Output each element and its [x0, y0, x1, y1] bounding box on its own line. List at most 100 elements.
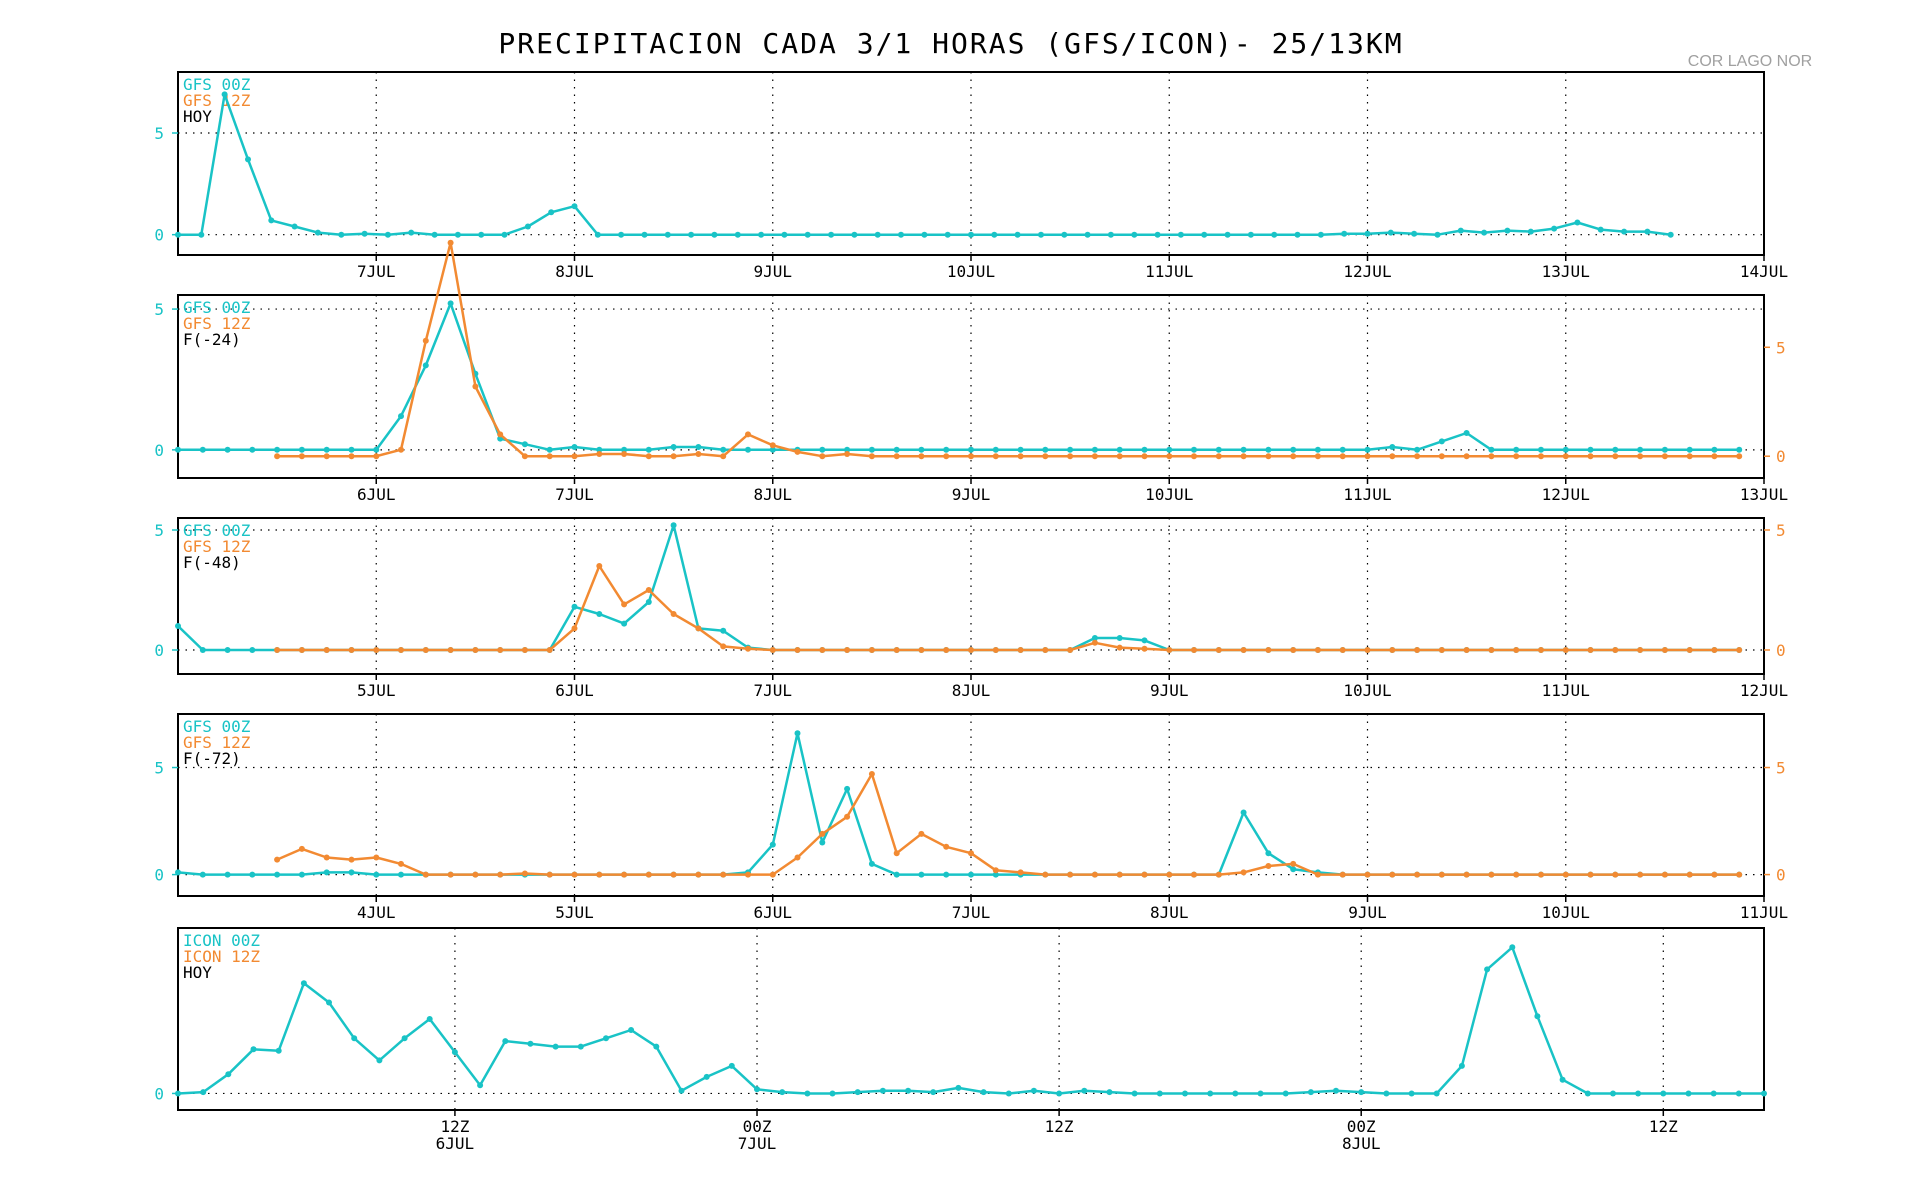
data-point: [1042, 453, 1049, 460]
data-point: [1389, 453, 1396, 460]
data-point: [1067, 453, 1074, 460]
data-point: [621, 871, 628, 878]
data-point: [175, 231, 181, 238]
x-tick-label-hour: 12Z: [440, 1117, 469, 1136]
data-point: [398, 413, 404, 420]
data-point: [431, 231, 438, 238]
x-tick-label: 4JUL: [357, 903, 396, 922]
data-point: [980, 1089, 987, 1096]
data-point: [1014, 231, 1021, 238]
data-point: [1686, 871, 1693, 878]
data-point: [819, 647, 826, 653]
data-point: [1191, 871, 1197, 878]
data-point: [521, 441, 528, 448]
data-point: [1265, 453, 1272, 460]
data-point: [794, 854, 801, 861]
data-point: [829, 1090, 836, 1097]
x-tick-label: 9JUL: [1150, 681, 1189, 700]
y-tick-label-right: 5: [1776, 759, 1786, 778]
x-tick-label: 7JUL: [555, 485, 594, 504]
data-point: [1597, 226, 1604, 233]
data-point: [918, 871, 925, 878]
data-point: [968, 871, 974, 878]
data-point: [1559, 1076, 1566, 1083]
data-point: [268, 217, 275, 224]
data-point: [1091, 871, 1098, 878]
x-tick-label: 13JUL: [1542, 262, 1590, 281]
data-point: [1247, 231, 1254, 238]
data-point: [992, 647, 999, 653]
data-point: [1637, 647, 1644, 653]
data-point: [527, 1040, 534, 1047]
data-point: [398, 647, 404, 653]
data-point: [804, 231, 811, 238]
legend-entry: ICON 00Z: [183, 931, 260, 950]
data-point: [992, 871, 999, 878]
data-point: [497, 871, 504, 878]
data-point: [274, 446, 281, 453]
data-point: [546, 453, 553, 460]
location-label: COR LAGO NOR: [1688, 53, 1812, 70]
data-point: [546, 446, 553, 453]
data-point: [1587, 453, 1594, 460]
data-point: [943, 446, 950, 453]
data-point: [478, 231, 485, 238]
data-point: [1017, 453, 1024, 460]
data-point: [1005, 1090, 1012, 1097]
data-point: [199, 647, 206, 653]
data-point: [1290, 647, 1297, 653]
data-point: [918, 647, 925, 653]
data-point: [918, 446, 925, 453]
data-point: [571, 625, 578, 632]
data-point: [769, 442, 776, 449]
series-line-gfs-00z: [178, 93, 1671, 236]
data-point: [844, 813, 851, 820]
data-point: [1116, 453, 1123, 460]
legend-entry: GFS 12Z: [183, 733, 251, 752]
data-point: [1191, 647, 1197, 653]
data-point: [1686, 647, 1693, 653]
data-point: [819, 839, 826, 846]
data-point: [1215, 871, 1222, 878]
data-point: [844, 446, 851, 453]
y-tick-label-left: 5: [154, 124, 164, 143]
data-point: [1314, 453, 1321, 460]
data-point: [968, 647, 974, 653]
data-point: [1141, 871, 1148, 878]
data-point: [1686, 446, 1693, 453]
data-point: [521, 453, 528, 460]
data-point: [477, 1082, 484, 1089]
data-point: [769, 871, 776, 878]
data-point: [1562, 453, 1569, 460]
data-point: [175, 446, 181, 453]
data-point: [1333, 1087, 1339, 1094]
data-point: [670, 611, 677, 617]
data-point: [348, 647, 355, 653]
data-point: [1414, 446, 1421, 453]
data-point: [898, 231, 904, 238]
data-point: [298, 647, 305, 653]
data-point: [1290, 860, 1297, 867]
data-point: [711, 231, 718, 238]
data-point: [1215, 446, 1222, 453]
data-point: [1240, 869, 1247, 876]
data-point: [621, 446, 628, 453]
data-point: [326, 999, 332, 1006]
data-point: [1017, 647, 1024, 653]
x-tick-label: 8JUL: [952, 681, 991, 700]
data-point: [745, 645, 751, 652]
data-point: [521, 870, 528, 877]
data-point: [645, 453, 652, 460]
data-point: [1131, 1090, 1138, 1097]
data-point: [571, 871, 578, 878]
y-tick-label-right: 5: [1776, 521, 1786, 540]
data-point: [1387, 229, 1394, 236]
data-point: [1240, 647, 1247, 653]
data-point: [645, 446, 652, 453]
data-point: [1411, 230, 1418, 237]
data-point: [1660, 1090, 1667, 1097]
data-point: [1240, 446, 1247, 453]
data-point: [502, 1038, 509, 1045]
data-point: [1414, 647, 1421, 653]
data-point: [1191, 453, 1197, 460]
